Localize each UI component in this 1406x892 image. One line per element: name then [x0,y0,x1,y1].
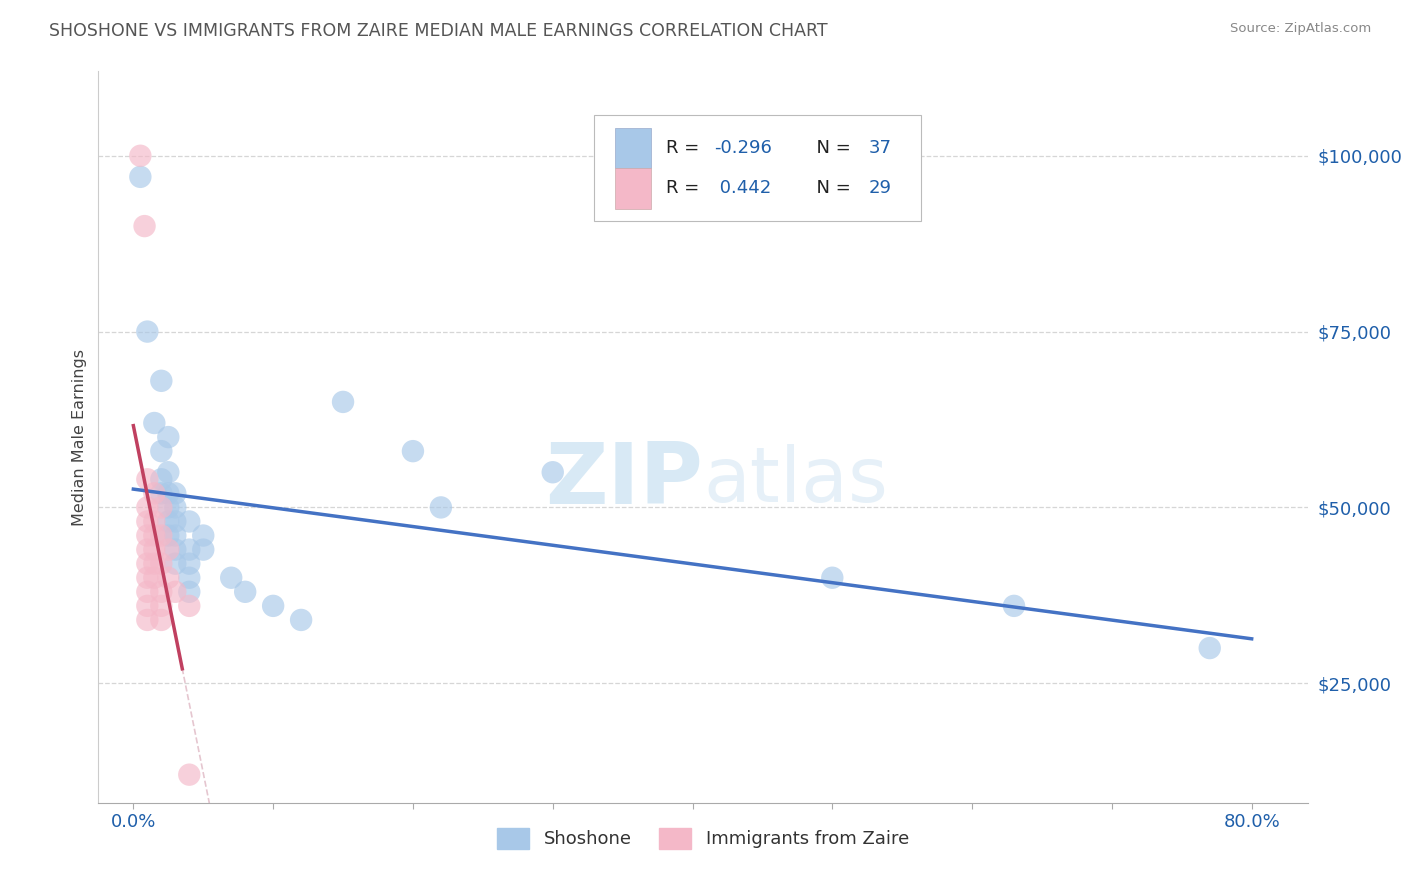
Point [290,613,312,627]
Point [134,219,156,233]
Point [143,571,166,585]
Point [150,613,173,627]
Point [143,528,166,542]
Point [136,515,159,529]
Point [179,571,201,585]
Point [136,557,159,571]
Point [157,430,180,444]
Point [157,571,180,585]
Point [150,444,173,458]
Point [150,599,173,613]
Point [1198,641,1220,656]
Point [136,325,159,339]
Point [136,599,159,613]
Point [150,584,173,599]
Point [165,557,187,571]
Point [157,500,180,515]
Point [143,542,166,557]
Point [136,571,159,585]
Point [179,557,201,571]
Point [150,528,173,542]
Point [402,444,425,458]
Point [129,149,152,163]
Point [219,571,242,585]
Point [430,500,453,515]
Point [136,584,159,599]
Text: N =: N = [804,179,856,197]
Point [179,599,201,613]
Point [165,528,187,542]
Point [143,486,166,500]
Text: atlas: atlas [703,444,887,518]
Point [136,542,159,557]
Point [136,500,159,515]
Text: 29: 29 [869,179,891,197]
Text: R =: R = [665,139,704,157]
Point [179,515,201,529]
Point [157,542,180,557]
Point [165,500,187,515]
FancyBboxPatch shape [595,115,921,221]
Point [157,515,180,529]
Point [165,584,187,599]
Point [262,599,284,613]
Text: SHOSHONE VS IMMIGRANTS FROM ZAIRE MEDIAN MALE EARNINGS CORRELATION CHART: SHOSHONE VS IMMIGRANTS FROM ZAIRE MEDIAN… [49,22,828,40]
Point [150,557,173,571]
Point [136,472,159,486]
Point [193,542,215,557]
Point [165,542,187,557]
Text: 37: 37 [869,139,891,157]
Point [179,584,201,599]
Point [1002,599,1025,613]
Legend: Shoshone, Immigrants from Zaire: Shoshone, Immigrants from Zaire [489,821,917,856]
Point [129,169,152,184]
Point [157,528,180,542]
Text: Source: ZipAtlas.com: Source: ZipAtlas.com [1230,22,1371,36]
Text: -0.296: -0.296 [714,139,772,157]
Point [165,515,187,529]
Bar [614,169,651,209]
Point [150,472,173,486]
Point [821,571,844,585]
Point [150,486,173,500]
Y-axis label: Median Male Earnings: Median Male Earnings [72,349,87,525]
Point [143,515,166,529]
Point [150,500,173,515]
Point [136,613,159,627]
Point [150,374,173,388]
Point [136,528,159,542]
Point [233,584,256,599]
Text: R =: R = [665,179,704,197]
Point [143,557,166,571]
Point [157,465,180,479]
Point [143,416,166,430]
Point [179,767,201,781]
Point [541,465,564,479]
Point [179,542,201,557]
Point [332,395,354,409]
Text: ZIP: ZIP [546,440,703,523]
Text: N =: N = [804,139,856,157]
Point [193,528,215,542]
Point [165,486,187,500]
Point [157,486,180,500]
Text: 0.442: 0.442 [714,179,770,197]
Bar [614,128,651,169]
